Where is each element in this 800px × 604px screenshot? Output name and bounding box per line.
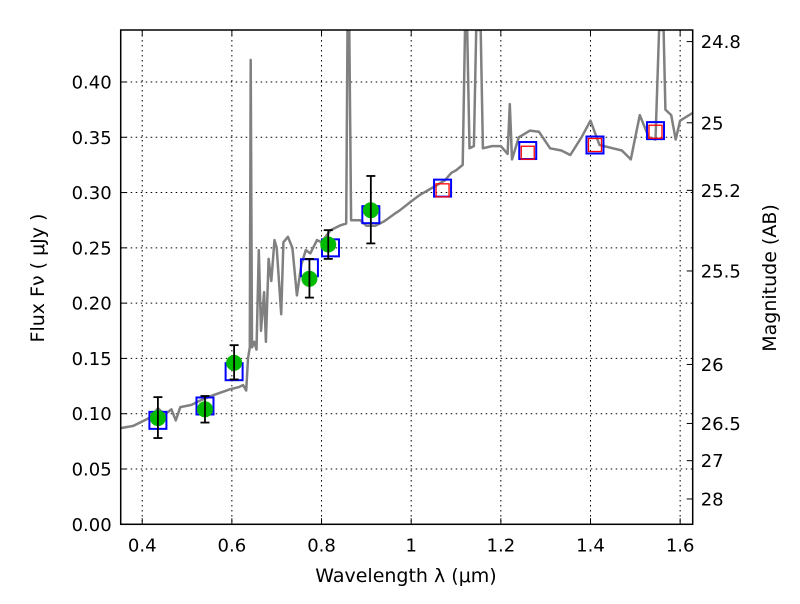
y-tick-label: 0.30 (72, 183, 112, 204)
y-tick-label: 0.35 (72, 128, 112, 149)
mag-tick-label: 28 (701, 489, 724, 510)
x-tick-label: 0.8 (307, 535, 336, 556)
y-axis-right-label: Magnitude (AB) (759, 204, 781, 352)
mag-tick-label: 25.2 (701, 181, 741, 202)
y-tick-label: 0.15 (72, 349, 112, 370)
x-axis-label: Wavelength λ (μm) (315, 565, 496, 587)
y-tick-label: 0.20 (72, 294, 112, 315)
mag-tick-label: 26 (701, 355, 724, 376)
y-tick-label: 0.05 (72, 460, 112, 481)
y-tick-label: 0.40 (72, 72, 112, 93)
mag-tick-label: 25 (701, 113, 724, 134)
y-axis-label: Flux Fν ( μJy ) (27, 214, 49, 343)
mag-tick-label: 24.8 (701, 32, 741, 53)
model-point-red (587, 137, 603, 153)
y-tick-label: 0.00 (72, 515, 112, 536)
x-tick-label: 0.6 (218, 535, 247, 556)
model-point-blue (645, 121, 665, 141)
model-point-red (435, 183, 450, 198)
mag-tick-label: 27 (701, 451, 724, 472)
x-tick-label: 0.4 (128, 535, 157, 556)
model-point-blue (585, 135, 605, 155)
plot-area (120, 30, 693, 439)
mag-tick-label: 25.5 (701, 261, 741, 282)
x-tick-label: 1 (405, 535, 416, 556)
model-point-red (648, 124, 663, 139)
x-tick-label: 1.6 (666, 535, 695, 556)
grid (120, 30, 693, 525)
mag-tick-label: 26.5 (701, 414, 741, 435)
y-tick-label: 0.25 (72, 238, 112, 259)
model-point-red (520, 145, 535, 160)
x-tick-label: 1.4 (576, 535, 605, 556)
spectrum-line (120, 30, 693, 430)
y-tick-label: 0.10 (72, 404, 112, 425)
axes: 0.4 0.6 0.8 1 1.2 1.4 1.6 0.00 0.05 0.10 0.15 0.20 0… (72, 29, 741, 556)
x-tick-label: 1.2 (487, 535, 516, 556)
plot-frame (119, 29, 694, 526)
